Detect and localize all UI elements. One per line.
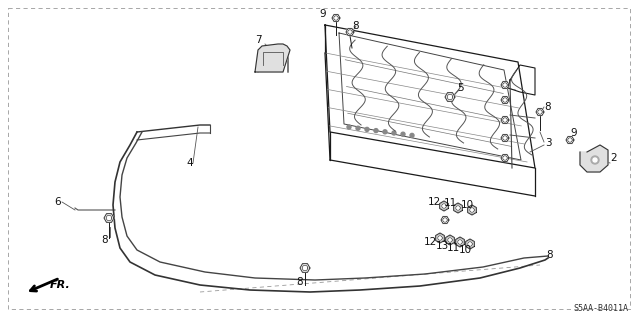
Polygon shape — [538, 110, 542, 114]
Text: 9: 9 — [571, 128, 577, 138]
Polygon shape — [445, 235, 454, 245]
Text: 8: 8 — [102, 235, 108, 245]
Circle shape — [392, 131, 396, 135]
Polygon shape — [442, 204, 446, 208]
Polygon shape — [106, 215, 112, 221]
Polygon shape — [440, 201, 449, 211]
Polygon shape — [503, 98, 507, 102]
Polygon shape — [501, 135, 509, 141]
Circle shape — [356, 126, 360, 130]
Polygon shape — [443, 218, 447, 222]
Text: 11: 11 — [444, 198, 456, 208]
Text: 8: 8 — [545, 102, 551, 112]
Polygon shape — [503, 118, 507, 122]
Polygon shape — [580, 145, 608, 172]
Circle shape — [591, 156, 599, 164]
Polygon shape — [503, 136, 507, 140]
Polygon shape — [300, 264, 310, 272]
Polygon shape — [568, 138, 572, 142]
Polygon shape — [566, 137, 574, 144]
Polygon shape — [456, 206, 460, 210]
Polygon shape — [501, 82, 509, 88]
Text: 11: 11 — [446, 243, 460, 253]
Polygon shape — [348, 30, 352, 34]
Circle shape — [347, 125, 351, 129]
Polygon shape — [503, 83, 507, 87]
Text: FR.: FR. — [50, 280, 71, 290]
Polygon shape — [454, 203, 462, 213]
Polygon shape — [501, 97, 509, 103]
Text: 3: 3 — [545, 138, 551, 148]
Circle shape — [365, 127, 369, 131]
Polygon shape — [456, 237, 465, 247]
Text: 5: 5 — [457, 83, 463, 93]
Text: 13: 13 — [435, 241, 449, 251]
Circle shape — [593, 158, 597, 162]
Polygon shape — [466, 239, 474, 249]
Text: 8: 8 — [297, 277, 303, 287]
Polygon shape — [302, 265, 308, 271]
Text: 12: 12 — [428, 197, 440, 207]
Text: 4: 4 — [187, 158, 193, 168]
Polygon shape — [468, 205, 476, 215]
Polygon shape — [468, 242, 472, 246]
Polygon shape — [436, 233, 444, 243]
Polygon shape — [470, 208, 474, 212]
Polygon shape — [448, 238, 452, 242]
Polygon shape — [447, 94, 452, 100]
Text: 10: 10 — [460, 200, 474, 210]
Polygon shape — [501, 116, 509, 123]
Text: 12: 12 — [424, 237, 436, 247]
Circle shape — [374, 129, 378, 133]
Text: 2: 2 — [611, 153, 618, 163]
Polygon shape — [334, 16, 338, 20]
Polygon shape — [503, 156, 507, 160]
Polygon shape — [458, 240, 462, 244]
Text: 6: 6 — [54, 197, 61, 207]
Polygon shape — [438, 236, 442, 240]
Polygon shape — [346, 28, 354, 35]
Text: 9: 9 — [320, 9, 326, 19]
Text: S5AA-B4011A: S5AA-B4011A — [573, 304, 628, 313]
Polygon shape — [445, 93, 455, 101]
Polygon shape — [255, 44, 290, 72]
Polygon shape — [441, 217, 449, 224]
Text: 10: 10 — [458, 245, 472, 255]
Polygon shape — [501, 154, 509, 161]
Polygon shape — [332, 15, 340, 21]
Polygon shape — [536, 108, 544, 115]
Text: 7: 7 — [255, 35, 261, 45]
Circle shape — [410, 133, 414, 137]
Text: 8: 8 — [353, 21, 359, 31]
Circle shape — [383, 130, 387, 134]
Text: 8: 8 — [547, 250, 554, 260]
Polygon shape — [104, 214, 114, 222]
Circle shape — [401, 132, 405, 136]
